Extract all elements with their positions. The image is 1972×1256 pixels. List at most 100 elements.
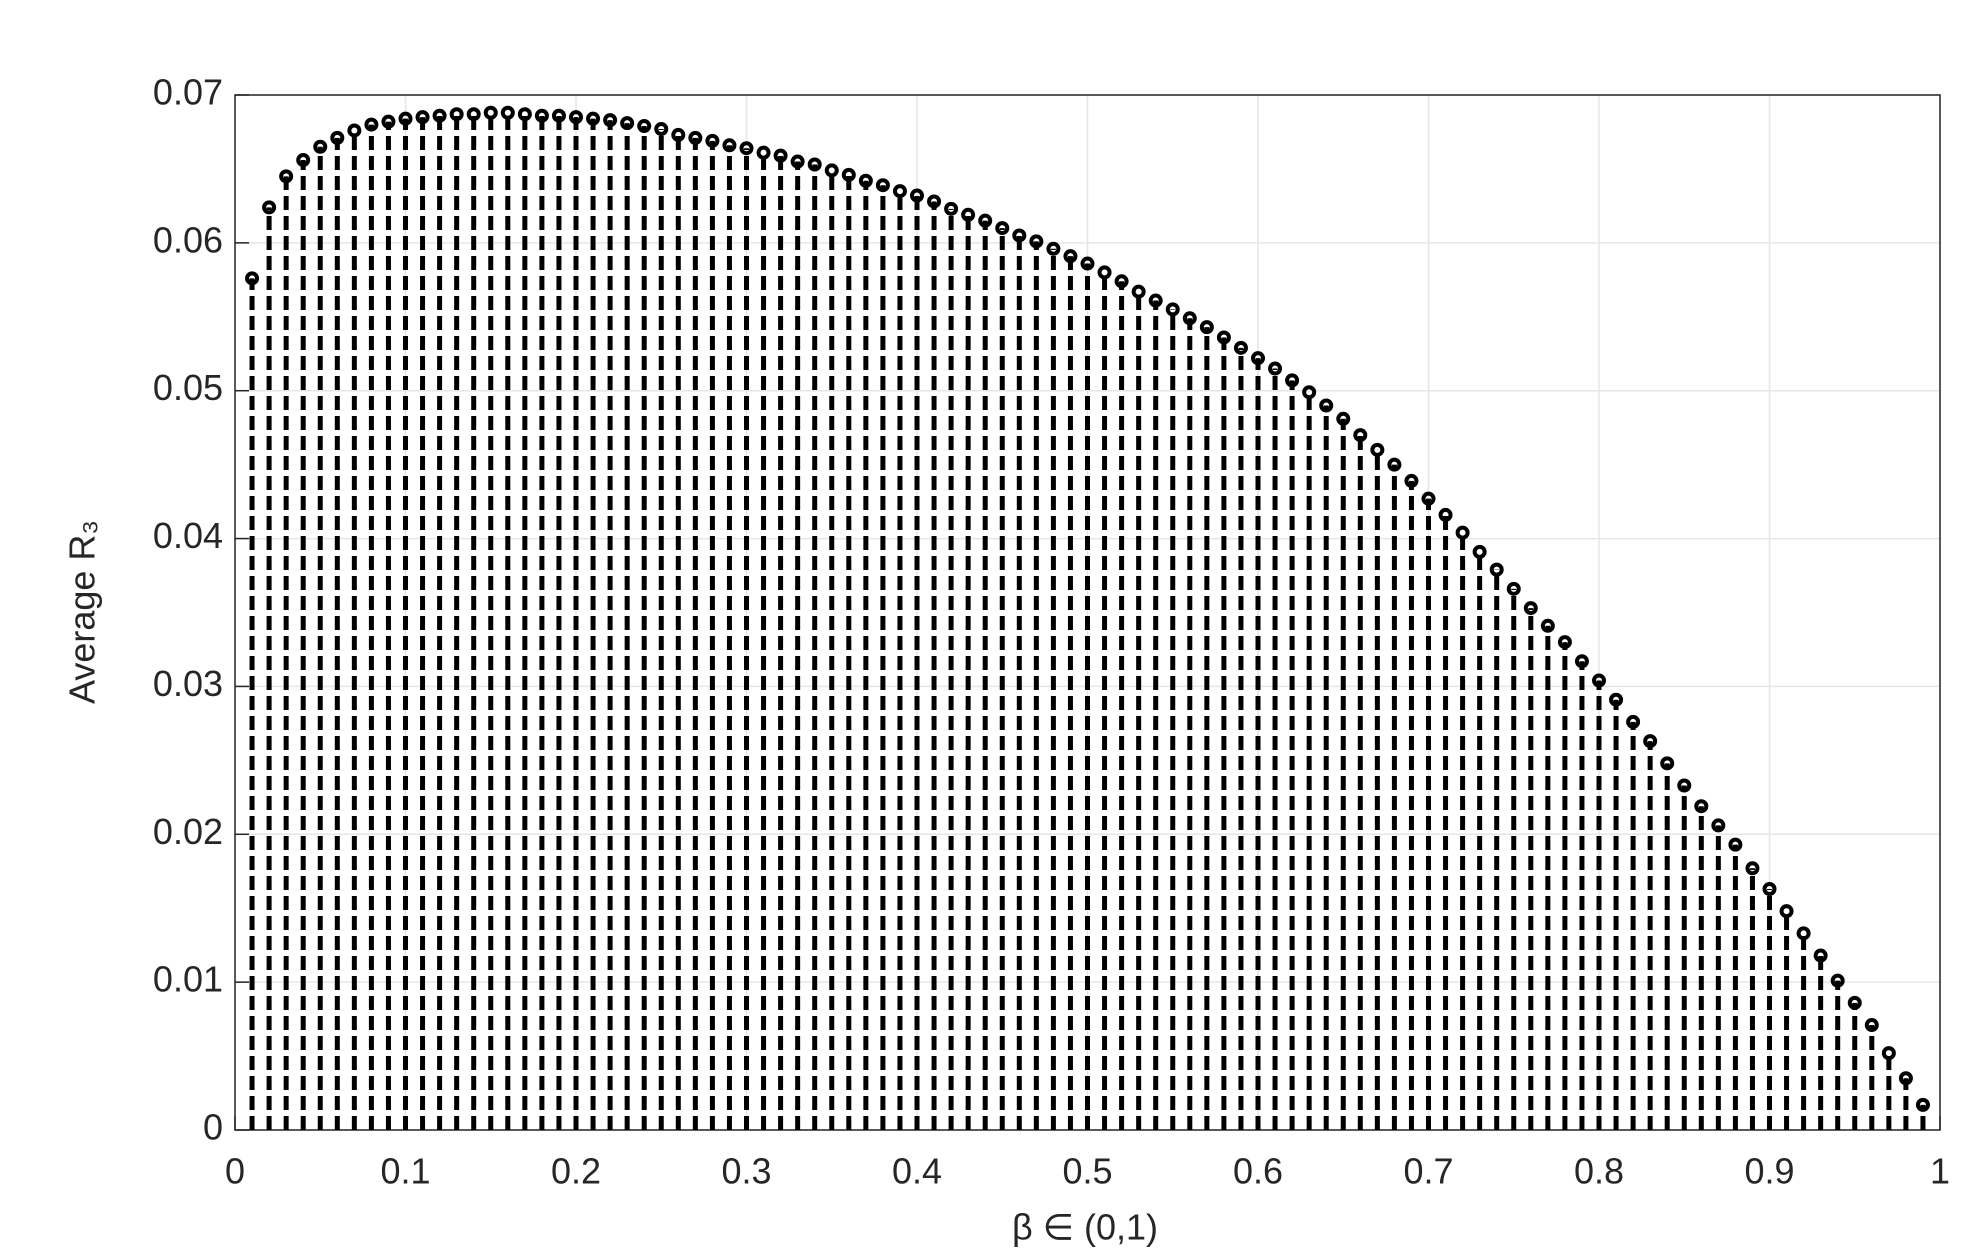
stem-marker: [483, 105, 498, 120]
stem-marker: [1268, 361, 1283, 376]
stem-marker: [1796, 926, 1811, 941]
stem-marker: [892, 184, 907, 199]
y-tick-label: 0.07: [153, 72, 223, 113]
stem-marker: [1131, 284, 1146, 299]
x-tick-label: 1: [1930, 1151, 1950, 1192]
stem-marker: [1233, 340, 1248, 355]
stem-marker: [1694, 799, 1709, 814]
stem-marker: [534, 108, 549, 123]
stem-marker: [1779, 904, 1794, 919]
stem-marker: [1813, 948, 1828, 963]
stem-marker: [1370, 442, 1385, 457]
stem-marker: [1609, 692, 1624, 707]
stem-marker: [1489, 562, 1504, 577]
stem-marker: [1438, 507, 1453, 522]
x-tick-label: 0.3: [721, 1151, 771, 1192]
stem-marker: [449, 107, 464, 122]
stem-marker: [790, 154, 805, 169]
stem-marker: [875, 178, 890, 193]
stem-marker: [1097, 265, 1112, 280]
stem-marker: [569, 110, 583, 125]
stem-marker: [1404, 473, 1419, 488]
stem-marker: [688, 130, 703, 145]
stem-marker: [705, 133, 720, 148]
stem-marker: [927, 194, 942, 209]
stem-marker: [671, 127, 686, 142]
stem-marker: [1063, 249, 1078, 264]
stem-marker: [858, 173, 873, 188]
stem-marker: [398, 111, 413, 126]
stem-marker: [841, 167, 856, 182]
y-tick-label: 0.05: [153, 367, 223, 408]
stem-marker: [1626, 714, 1641, 729]
stem-marker: [296, 153, 311, 168]
stem-marker: [1165, 302, 1180, 317]
y-tick-label: 0.04: [153, 515, 223, 556]
x-tick-label: 0.1: [380, 1151, 430, 1192]
stem-marker: [381, 114, 396, 129]
stem-marker: [500, 105, 515, 120]
x-tick-label: 0.9: [1744, 1151, 1794, 1192]
stem-marker: [1915, 1097, 1930, 1112]
stem-marker: [1387, 457, 1402, 472]
x-tick-label: 0.8: [1574, 1151, 1624, 1192]
stem-marker: [586, 111, 601, 126]
stem-marker: [279, 169, 294, 184]
stem-marker: [1285, 373, 1300, 388]
stem-marker: [313, 139, 328, 154]
x-tick-label: 0.6: [1233, 1151, 1283, 1192]
stem-marker: [978, 213, 993, 228]
x-tick-label: 0.7: [1403, 1151, 1453, 1192]
stem-marker: [961, 207, 976, 222]
stem-marker: [1182, 311, 1197, 326]
stem-marker: [364, 117, 379, 132]
stem-marker: [1592, 673, 1606, 688]
stem-marker: [1881, 1046, 1896, 1061]
stem-marker: [1745, 861, 1760, 876]
stem-marker: [1660, 756, 1675, 771]
stem-marker: [1046, 241, 1061, 256]
stem-marker: [620, 116, 635, 131]
stem-marker: [995, 221, 1010, 236]
stem-marker: [1540, 618, 1555, 633]
stem-marker: [1080, 256, 1095, 271]
stem-marker: [1029, 234, 1044, 249]
stem-marker: [1148, 293, 1163, 308]
stem-marker: [654, 122, 669, 137]
stem-marker: [910, 188, 924, 203]
stem-marker: [1506, 581, 1521, 596]
stem-marker: [1574, 654, 1589, 669]
stem-marker: [807, 157, 822, 172]
stem-marker: [1557, 635, 1572, 650]
stem-marker: [756, 145, 771, 160]
stem-marker: [1302, 385, 1317, 400]
y-tick-label: 0.01: [153, 959, 223, 1000]
stem-marker: [1319, 398, 1334, 413]
stem-marker: [1864, 1018, 1879, 1033]
stem-marker: [1728, 837, 1743, 852]
stem-marker: [603, 113, 618, 128]
x-tick-label: 0.5: [1062, 1151, 1112, 1192]
y-tick-label: 0: [203, 1107, 223, 1148]
stem-marker: [432, 108, 447, 123]
stem-marker: [517, 107, 532, 122]
stem-marker: [1898, 1071, 1913, 1086]
stem-marker: [551, 108, 566, 123]
stem-marker: [739, 141, 754, 156]
x-tick-label: 0.2: [551, 1151, 601, 1192]
stem-marker: [1251, 351, 1265, 366]
stem-marker: [944, 201, 959, 216]
stem-marker: [1216, 330, 1231, 345]
y-tick-label: 0.06: [153, 219, 223, 260]
stem-marker: [1643, 734, 1658, 749]
stem-marker: [1762, 881, 1777, 896]
stem-marker: [1847, 995, 1862, 1010]
stem-marker: [1336, 411, 1351, 426]
y-tick-label: 0.02: [153, 811, 223, 852]
y-tick-label: 0.03: [153, 663, 223, 704]
stem-marker: [1012, 228, 1027, 243]
stem-marker: [1472, 544, 1487, 559]
stem-marker: [245, 271, 260, 286]
stem-marker: [722, 138, 737, 153]
